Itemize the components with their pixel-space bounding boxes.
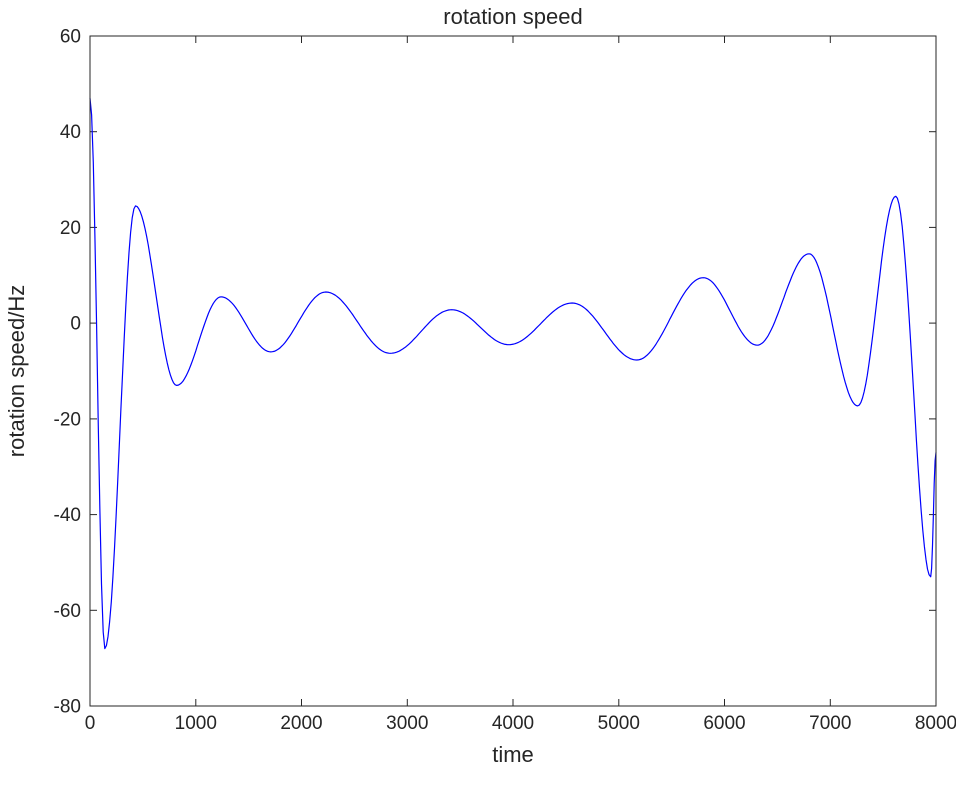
y-tick-label: 40 xyxy=(60,122,81,143)
y-tick-label: 20 xyxy=(60,218,81,239)
axes-box xyxy=(89,35,937,707)
y-axis-label: rotation speed/Hz xyxy=(4,285,29,457)
y-tick-label: -60 xyxy=(54,601,81,622)
x-tick-label: 8000 xyxy=(915,713,956,734)
x-tick-label: 7000 xyxy=(809,713,851,734)
x-tick-label: 5000 xyxy=(598,713,640,734)
x-tick-label: 0 xyxy=(85,713,96,734)
x-tick-label: 2000 xyxy=(280,713,322,734)
x-tick-label: 1000 xyxy=(175,713,217,734)
y-tick-label: 60 xyxy=(60,27,81,48)
plot-background xyxy=(90,36,936,706)
chart-title: rotation speed xyxy=(443,4,582,29)
x-axis-label: time xyxy=(492,742,534,767)
x-tick-label: 6000 xyxy=(703,713,745,734)
y-tick-label: -80 xyxy=(54,697,81,718)
data-line xyxy=(89,98,937,650)
y-tick-label: -40 xyxy=(54,505,81,526)
y-tick-label: 0 xyxy=(70,314,81,335)
y-tick-label: -20 xyxy=(54,409,81,430)
plot-generated: 0 1000 2000 3000 4000 5000 6000 7000 8000 -80 -60 -… xyxy=(54,27,956,735)
x-tick-label: 3000 xyxy=(386,713,428,734)
x-tick-label: 4000 xyxy=(492,713,534,734)
